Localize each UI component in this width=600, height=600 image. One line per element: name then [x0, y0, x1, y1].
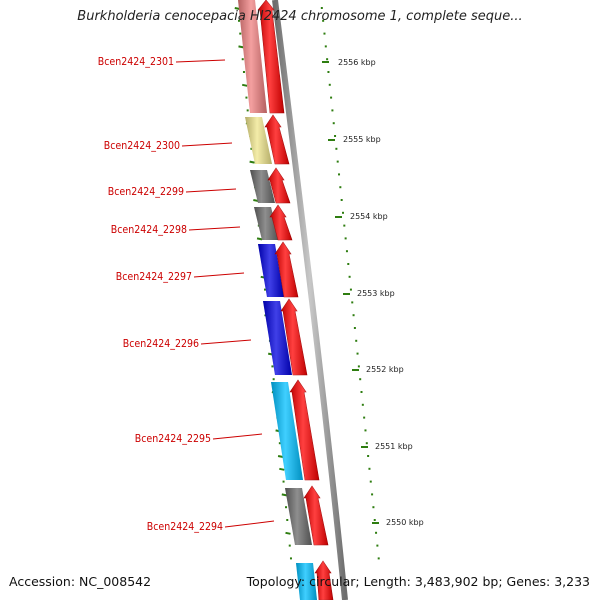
gene-label[interactable]: Bcen2424_2296 [123, 338, 199, 350]
label-leader-line [175, 59, 226, 63]
strand-tick [277, 455, 284, 458]
label-leader-line [185, 188, 237, 193]
gene-arrow-shading [281, 299, 307, 375]
gene-label[interactable]: Bcen2424_2294 [147, 521, 223, 533]
backbone [272, 0, 348, 600]
kbp-label: 2550 kbp [386, 518, 424, 527]
gene-segments [238, 0, 317, 600]
kbp-label: 2555 kbp [343, 135, 381, 144]
gene-segment-shading [296, 563, 317, 600]
accession-text: Accession: NC_008542 [9, 574, 152, 589]
gene-arrow-shading [268, 168, 290, 203]
strand-tick [242, 83, 248, 87]
gene-label[interactable]: Bcen2424_2297 [116, 271, 192, 283]
gene-label[interactable]: Bcen2424_2300 [104, 140, 180, 152]
gene-label[interactable]: Bcen2424_2295 [135, 433, 211, 445]
gene-arrow-shading [270, 205, 292, 240]
strand-tick [281, 493, 287, 497]
gene-label[interactable]: Bcen2424_2299 [108, 186, 184, 198]
kbp-label: 2551 kbp [375, 442, 413, 451]
gene-segment-shading [238, 0, 267, 113]
kbp-label: 2553 kbp [357, 289, 395, 298]
map-title: Burkholderia cenocepacia HI2424 chromoso… [77, 9, 523, 24]
gene-arrow-shading [275, 242, 298, 297]
strand-tick [279, 467, 285, 471]
kbp-label: 2556 kbp [338, 58, 376, 67]
gene-arrows [257, 0, 334, 600]
label-leader-line [188, 226, 241, 231]
gene-labels: Bcen2424_2301 Bcen2424_2300 Bcen2424_2299 B… [98, 56, 275, 533]
gene-arrow-shading [258, 0, 284, 113]
gene-segment-shading [258, 244, 284, 297]
kbp-label: 2552 kbp [366, 365, 404, 374]
strand-tick [249, 160, 255, 164]
gene-segment-shading [250, 170, 275, 203]
gene-arrow-shading [265, 115, 289, 164]
gene-label[interactable]: Bcen2424_2298 [111, 224, 187, 236]
gene-arrow-shading [304, 486, 328, 545]
label-leader-line [181, 142, 233, 147]
gene-arrow-shading [315, 561, 333, 600]
gene-segment-shading [245, 117, 272, 164]
gene-segment-shading [285, 488, 312, 545]
gene-segment-shading [263, 301, 292, 375]
gene-label[interactable]: Bcen2424_2301 [98, 56, 174, 68]
label-leader-line [200, 339, 252, 345]
topology-text: Topology: circular; Length: 3,483,902 bp… [246, 574, 590, 589]
strand-tick [238, 45, 244, 49]
strand-tick [256, 237, 263, 241]
label-leader-line [224, 520, 275, 528]
kbp-labels: 2556 kbp 2555 kbp 2554 kbp 2553 kbp 2552 kbp… [338, 58, 424, 527]
label-leader-line [193, 272, 245, 278]
label-leader-line [212, 433, 263, 440]
gene-arrow-shading [290, 380, 319, 480]
gene-segment-shading [271, 382, 303, 480]
strand-tick [285, 531, 291, 535]
kbp-label: 2554 kbp [350, 212, 388, 221]
